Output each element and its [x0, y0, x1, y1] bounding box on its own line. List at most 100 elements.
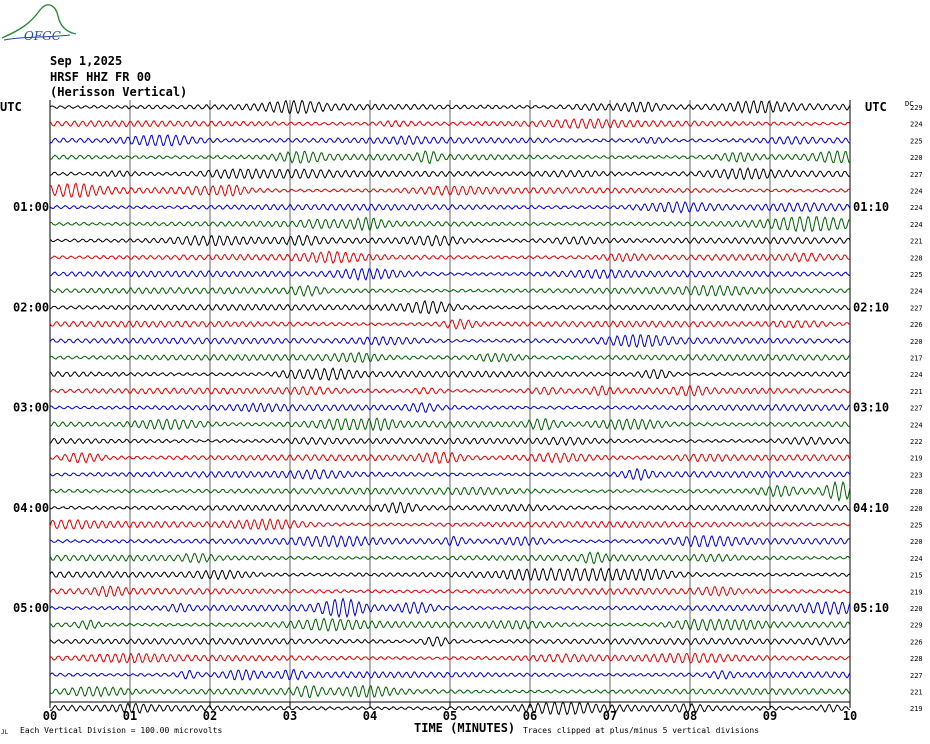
trace-row-33 — [49, 652, 851, 664]
right-hour-label: 02:10 — [853, 300, 889, 314]
dc-offset-value: 220 — [910, 505, 923, 513]
corner-mark: JL — [1, 729, 9, 736]
dc-offset-value: 220 — [910, 605, 923, 613]
dc-offset-value: 228 — [910, 655, 923, 663]
right-hour-label: 05:10 — [853, 601, 889, 615]
dc-offset-value: 223 — [910, 471, 923, 479]
dc-offset-value: 229 — [910, 622, 923, 630]
left-hour-label: 02:00 — [13, 300, 49, 314]
logo-text: OFGC — [24, 29, 61, 43]
dc-offset-value: 219 — [910, 588, 923, 596]
trace-row-10 — [49, 267, 851, 281]
trace-row-13 — [49, 318, 851, 330]
trace-row-32 — [49, 636, 851, 648]
trace-row-12 — [49, 299, 851, 315]
dc-offset-value: 224 — [910, 121, 923, 129]
trace-row-3 — [49, 150, 851, 164]
trace-row-23 — [49, 480, 851, 503]
dc-offset-value: 222 — [910, 438, 923, 446]
left-hour-label: 03:00 — [13, 401, 49, 415]
dc-offset-value: 227 — [910, 171, 923, 179]
dc-offset-value: 220 — [910, 154, 923, 162]
trace-row-35 — [49, 684, 851, 699]
trace-row-14 — [49, 333, 851, 349]
trace-row-2 — [49, 134, 851, 147]
trace-row-21 — [49, 451, 851, 464]
dc-offset-value: 224 — [910, 421, 923, 429]
dc-offset-value: 226 — [910, 321, 923, 329]
trace-row-0 — [49, 99, 851, 115]
right-hour-label: 04:10 — [853, 501, 889, 515]
dc-offset-value: 220 — [910, 338, 923, 346]
dc-offset-value: 225 — [910, 137, 923, 145]
seismic-traces — [49, 99, 851, 716]
dc-offset-value: 227 — [910, 304, 923, 312]
plot-date: Sep 1,2025 — [50, 54, 123, 68]
right-utc-label: UTC — [865, 100, 887, 114]
right-hour-label: 03:10 — [853, 401, 889, 415]
station-location: (Herisson Vertical) — [50, 85, 188, 99]
trace-row-8 — [49, 234, 851, 247]
trace-row-20 — [49, 436, 851, 447]
logo-swoosh — [1, 4, 77, 39]
dc-offset-value: 228 — [910, 488, 923, 496]
dc-offset-value: 221 — [910, 388, 923, 396]
x-tick-label-06: 06 — [523, 709, 537, 723]
dc-offset-value: 225 — [910, 271, 923, 279]
dc-offset-value: 219 — [910, 705, 923, 713]
x-tick-label-05: 05 — [443, 709, 457, 723]
trace-row-26 — [49, 534, 851, 548]
trace-row-9 — [49, 250, 851, 265]
trace-row-1 — [49, 117, 851, 130]
dc-offset-value: 224 — [910, 188, 923, 196]
left-hour-label: 01:00 — [13, 200, 49, 214]
trace-row-7 — [49, 215, 851, 233]
trace-row-29 — [49, 585, 851, 598]
ofgc-logo: OFGC — [1, 4, 77, 43]
station-code: HRSF HHZ FR 00 — [50, 70, 152, 84]
x-tick-label-04: 04 — [363, 709, 377, 723]
trace-row-36 — [49, 701, 851, 716]
dc-offset-value: 226 — [910, 638, 923, 646]
vertical-division-note: Each Vertical Division = 100.00 microvol… — [20, 726, 223, 735]
x-tick-label-07: 07 — [603, 709, 617, 723]
logo-swoosh-underline — [3, 34, 71, 41]
dc-offset-value: 220 — [910, 538, 923, 546]
dc-offset-value: 224 — [910, 288, 923, 296]
trace-row-27 — [49, 551, 851, 565]
time-grid — [49, 100, 851, 708]
dc-offset-value: 225 — [910, 522, 923, 530]
clip-note: Traces clipped at plus/minus 5 vertical … — [523, 726, 760, 735]
x-tick-label-09: 09 — [763, 709, 777, 723]
x-tick-label-10: 10 — [843, 709, 857, 723]
x-tick-label-01: 01 — [123, 709, 137, 723]
x-tick-label-03: 03 — [283, 709, 297, 723]
trace-row-4 — [49, 167, 851, 181]
trace-row-16 — [49, 367, 851, 382]
dc-offset-value: 224 — [910, 204, 923, 212]
x-tick-label-02: 02 — [203, 709, 217, 723]
dc-offset-value: 229 — [910, 104, 923, 112]
trace-row-30 — [49, 597, 851, 619]
trace-row-25 — [49, 518, 851, 531]
dc-offset-value: 227 — [910, 672, 923, 680]
dc-offset-value: 224 — [910, 371, 923, 379]
trace-row-31 — [49, 617, 851, 632]
dc-offset-value: 224 — [910, 221, 923, 229]
trace-row-28 — [49, 567, 851, 582]
dc-label: DC — [905, 100, 913, 108]
dc-offset-value: 221 — [910, 238, 923, 246]
axis-labels: 00 01 02 03 04 05 06 07 08 09 10 UTC UTC DC 01:00 01:10… — [0, 100, 923, 723]
trace-row-17 — [49, 384, 851, 397]
dc-offset-value: 224 — [910, 555, 923, 563]
dc-offset-value: 217 — [910, 355, 923, 363]
trace-row-11 — [49, 284, 851, 298]
trace-row-19 — [49, 417, 851, 432]
dc-offset-value: 219 — [910, 455, 923, 463]
trace-row-22 — [49, 467, 851, 482]
left-utc-label: UTC — [0, 100, 22, 114]
dc-offset-value: 215 — [910, 572, 923, 580]
left-hour-label: 04:00 — [13, 501, 49, 515]
dc-offset-value: 228 — [910, 254, 923, 262]
